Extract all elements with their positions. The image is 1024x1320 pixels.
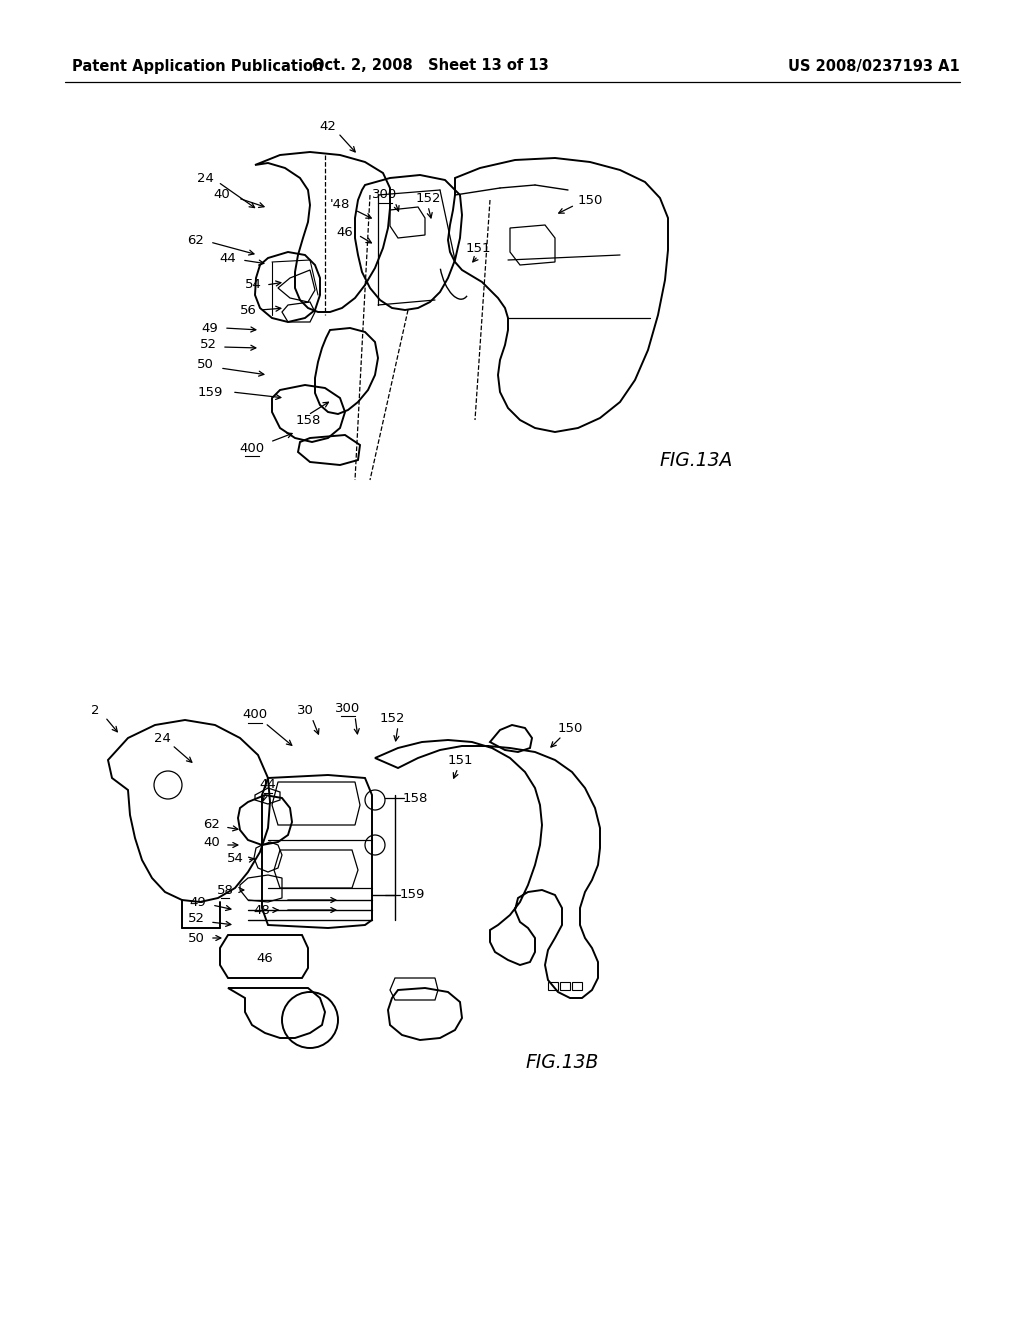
- Text: 62: 62: [187, 234, 205, 247]
- Text: 30: 30: [297, 704, 313, 717]
- Text: '48: '48: [330, 198, 350, 211]
- Text: 158: 158: [402, 792, 428, 804]
- Text: 2: 2: [91, 704, 99, 717]
- Text: 40: 40: [204, 836, 220, 849]
- Text: 46: 46: [337, 226, 353, 239]
- Text: 300: 300: [373, 189, 397, 202]
- Text: 24: 24: [154, 731, 170, 744]
- Text: 300: 300: [336, 701, 360, 714]
- Text: 151: 151: [465, 242, 490, 255]
- Text: 158: 158: [295, 413, 321, 426]
- Text: 54: 54: [226, 851, 244, 865]
- Text: 50: 50: [187, 932, 205, 945]
- Text: 44: 44: [260, 779, 276, 792]
- Text: 40: 40: [214, 189, 230, 202]
- Text: 49: 49: [189, 895, 207, 908]
- Text: 52: 52: [200, 338, 216, 351]
- Text: US 2008/0237193 A1: US 2008/0237193 A1: [788, 58, 961, 74]
- Text: 159: 159: [399, 888, 425, 902]
- Text: 150: 150: [557, 722, 583, 734]
- Text: 151: 151: [447, 754, 473, 767]
- Text: 400: 400: [240, 441, 264, 454]
- Text: 46: 46: [257, 952, 273, 965]
- Text: 50: 50: [197, 359, 213, 371]
- Text: 56: 56: [240, 304, 256, 317]
- Text: 42: 42: [319, 120, 337, 133]
- Text: 159: 159: [198, 385, 222, 399]
- Text: 152: 152: [416, 191, 440, 205]
- Text: 150: 150: [578, 194, 603, 206]
- Text: 54: 54: [245, 279, 261, 292]
- Text: 62: 62: [204, 818, 220, 832]
- Text: Patent Application Publication: Patent Application Publication: [72, 58, 324, 74]
- Text: 400: 400: [243, 709, 267, 722]
- Text: 48: 48: [254, 903, 270, 916]
- Text: FIG.13B: FIG.13B: [525, 1052, 598, 1072]
- Text: 24: 24: [197, 172, 213, 185]
- Text: 52: 52: [187, 912, 205, 924]
- Text: FIG.13A: FIG.13A: [660, 450, 733, 470]
- Text: 44: 44: [219, 252, 237, 264]
- Text: 152: 152: [379, 711, 404, 725]
- Text: 49: 49: [202, 322, 218, 334]
- Text: 58: 58: [216, 883, 233, 896]
- Text: Oct. 2, 2008   Sheet 13 of 13: Oct. 2, 2008 Sheet 13 of 13: [311, 58, 549, 74]
